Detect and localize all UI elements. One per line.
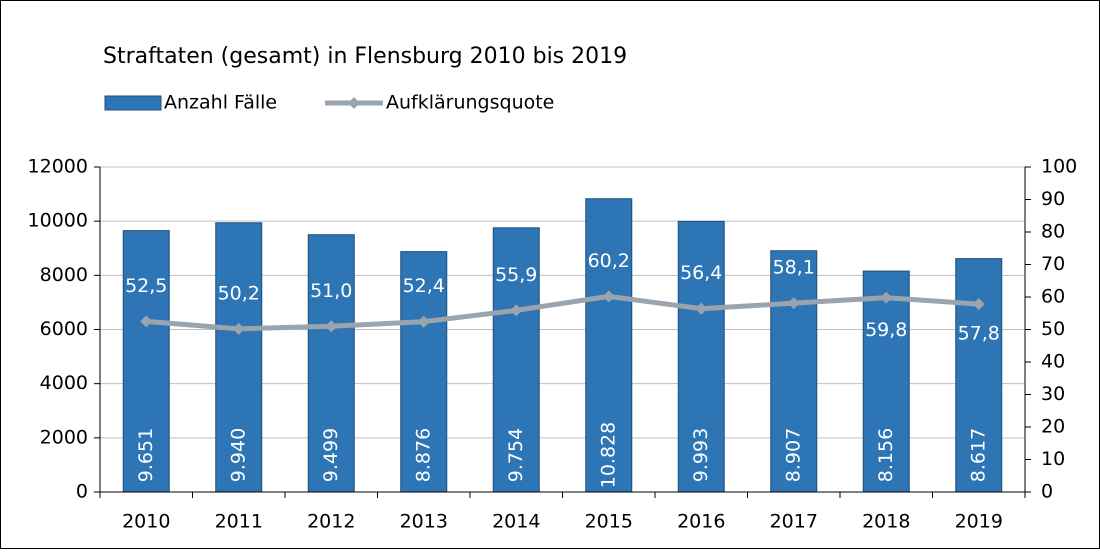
line-value-label: 58,1 — [773, 257, 815, 279]
line-value-label: 50,2 — [218, 282, 260, 304]
bar-value-label: 8.876 — [412, 428, 434, 482]
line-marker — [510, 304, 523, 317]
line-marker — [880, 291, 893, 304]
y2-tick-label: 30 — [1041, 383, 1065, 405]
y-tick-label: 8000 — [40, 264, 88, 286]
line-value-label: 59,8 — [865, 319, 907, 341]
legend-swatch — [104, 95, 162, 111]
y-tick-label: 4000 — [40, 372, 88, 394]
y-tick-label: 0 — [76, 481, 88, 503]
y2-tick-label: 50 — [1041, 318, 1065, 340]
bar — [677, 220, 725, 493]
line-marker — [602, 290, 615, 303]
legend-swatch — [348, 97, 360, 109]
bar — [215, 222, 263, 493]
y-tick-label: 12000 — [28, 156, 88, 178]
line-value-label: 56,4 — [680, 262, 722, 284]
bar — [585, 198, 633, 493]
bar — [400, 251, 448, 493]
line-marker — [787, 297, 800, 310]
y2-tick-label: 70 — [1041, 253, 1065, 275]
bar-value-label: 9.940 — [227, 428, 249, 482]
line-marker — [417, 315, 430, 328]
line-marker — [972, 298, 985, 311]
x-tick-label: 2018 — [862, 511, 910, 533]
y2-tick-label: 10 — [1041, 448, 1065, 470]
x-tick-label: 2014 — [492, 511, 540, 533]
y2-tick-label: 20 — [1041, 416, 1065, 438]
line-marker — [140, 315, 153, 328]
line-value-label: 57,8 — [958, 323, 1000, 345]
y2-tick-label: 60 — [1041, 286, 1065, 308]
y2-tick-label: 40 — [1041, 351, 1065, 373]
bar-value-label: 8.156 — [875, 428, 897, 482]
x-tick-label: 2015 — [585, 511, 633, 533]
y2-tick-label: 100 — [1041, 156, 1077, 178]
y2-tick-label: 90 — [1041, 188, 1065, 210]
bar-value-label: 9.651 — [135, 428, 157, 482]
bar-value-label: 9.499 — [320, 428, 342, 482]
y-tick-label: 10000 — [28, 210, 88, 232]
y-tick-label: 6000 — [40, 318, 88, 340]
line — [146, 293, 979, 332]
chart-title: Straftaten (gesamt) in Flensburg 2010 bi… — [103, 44, 627, 69]
bar-value-label: 8.907 — [782, 428, 804, 482]
legend-label: Aufklärungsquote — [386, 92, 554, 114]
bar-value-label: 9.754 — [505, 428, 527, 482]
x-tick-label: 2017 — [770, 511, 818, 533]
y2-tick-label: 80 — [1041, 221, 1065, 243]
line-marker — [232, 322, 245, 335]
line-value-label: 52,5 — [125, 275, 167, 297]
line-marker — [325, 320, 338, 333]
y-tick-label: 2000 — [40, 426, 88, 448]
bar — [492, 227, 540, 493]
line-value-label: 55,9 — [495, 264, 537, 286]
bar — [770, 250, 818, 493]
line-value-label: 52,4 — [403, 275, 445, 297]
bar-value-label: 9.993 — [690, 428, 712, 482]
bar-value-label: 10.828 — [597, 422, 619, 488]
line-marker — [695, 302, 708, 315]
bar-value-label: 8.617 — [967, 428, 989, 482]
legend-label: Anzahl Fälle — [164, 92, 277, 114]
x-tick-label: 2010 — [122, 511, 170, 533]
line-value-label: 51,0 — [310, 280, 352, 302]
x-tick-label: 2013 — [400, 511, 448, 533]
x-tick-label: 2016 — [677, 511, 725, 533]
x-tick-label: 2019 — [955, 511, 1003, 533]
x-tick-label: 2012 — [307, 511, 355, 533]
line-value-label: 60,2 — [588, 250, 630, 272]
bar — [307, 234, 355, 493]
y2-tick-label: 0 — [1041, 481, 1053, 503]
x-tick-label: 2011 — [215, 511, 263, 533]
bar — [122, 230, 170, 493]
